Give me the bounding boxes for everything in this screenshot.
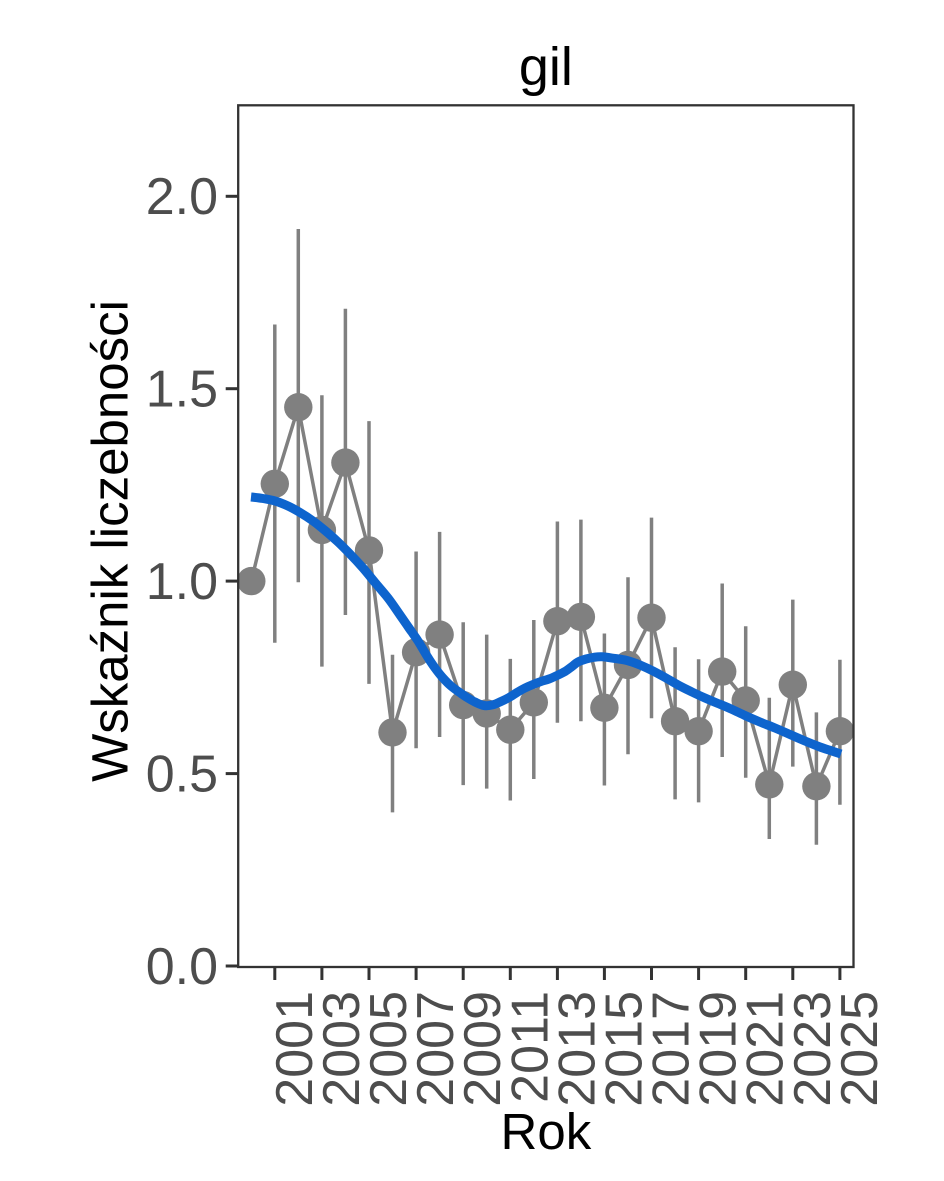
svg-text:2011: 2011	[501, 991, 559, 1103]
svg-text:2023: 2023	[784, 991, 842, 1107]
svg-text:gil: gil	[519, 37, 573, 97]
svg-text:2.0: 2.0	[146, 168, 218, 226]
svg-text:2025: 2025	[831, 991, 889, 1107]
svg-text:1.0: 1.0	[146, 553, 218, 611]
svg-text:Rok: Rok	[501, 1103, 592, 1160]
svg-text:2009: 2009	[454, 991, 512, 1107]
svg-text:2017: 2017	[643, 991, 701, 1107]
svg-text:2001: 2001	[266, 991, 324, 1107]
svg-text:2019: 2019	[690, 991, 748, 1107]
svg-text:2013: 2013	[548, 991, 606, 1107]
svg-text:2003: 2003	[313, 991, 371, 1107]
svg-text:0.5: 0.5	[146, 745, 218, 803]
svg-text:0.0: 0.0	[146, 938, 218, 996]
svg-text:2005: 2005	[360, 991, 418, 1107]
svg-text:2015: 2015	[595, 991, 653, 1107]
svg-text:Wskaźnik liczebności: Wskaźnik liczebności	[82, 300, 139, 782]
svg-text:1.5: 1.5	[146, 361, 218, 419]
svg-text:2021: 2021	[737, 991, 795, 1107]
svg-text:2007: 2007	[407, 991, 465, 1107]
